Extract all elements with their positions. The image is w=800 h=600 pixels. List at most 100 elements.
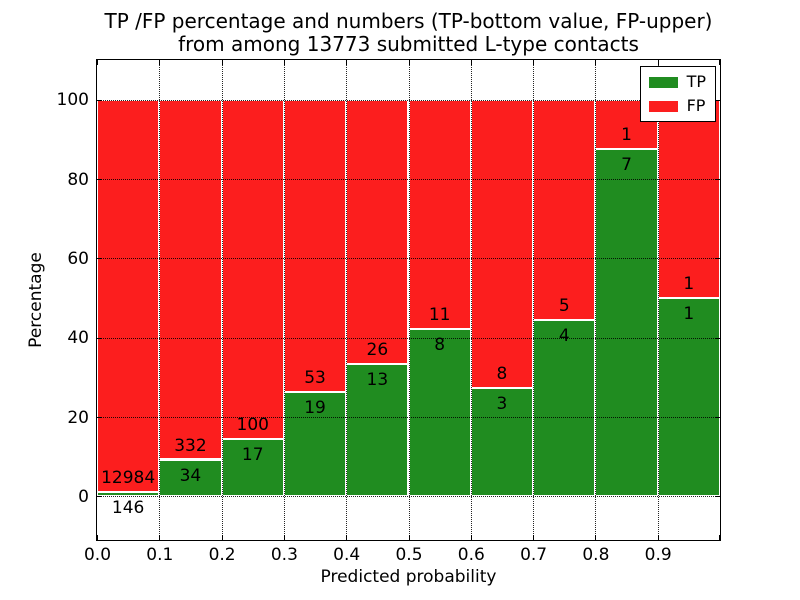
x-tick-mark	[533, 535, 535, 540]
bar-fp-segment	[346, 99, 409, 365]
y-tick-mark	[97, 258, 102, 260]
vertical-gridline	[470, 60, 472, 540]
horizontal-gridline	[97, 99, 720, 101]
y-tick-label: 0	[78, 486, 89, 507]
bar-fp-segment	[533, 99, 596, 321]
x-tick-label: 0.1	[146, 545, 174, 565]
fp-count-label: 332	[174, 435, 207, 456]
y-tick-label: 80	[67, 169, 89, 190]
horizontal-gridline	[97, 179, 720, 180]
bar-tp-segment	[533, 320, 596, 497]
vertical-gridline	[283, 60, 285, 540]
y-tick-mark	[97, 496, 102, 498]
x-tick-mark	[470, 60, 472, 65]
y-tick-mark	[715, 179, 720, 180]
y-tick-label: 100	[56, 90, 89, 111]
x-tick-mark	[221, 535, 223, 540]
tp-swatch-icon	[648, 76, 678, 88]
y-tick-mark	[715, 337, 720, 339]
bar-fp-segment	[657, 99, 720, 298]
horizontal-gridline	[97, 258, 720, 260]
bar-fp-segment	[283, 99, 347, 392]
x-tick-label: 0.5	[395, 545, 423, 565]
chart-title: TP /FP percentage and numbers (TP-bottom…	[97, 10, 720, 56]
x-tick-label: 0.6	[457, 545, 485, 565]
x-tick-label: 0.3	[270, 545, 298, 565]
x-tick-label: 0.8	[582, 545, 610, 565]
y-tick-label: 20	[67, 407, 89, 428]
y-tick-mark	[97, 417, 102, 419]
vertical-gridline	[533, 60, 535, 540]
x-tick-label: 0.7	[520, 545, 548, 565]
x-tick-mark	[159, 535, 161, 540]
x-tick-mark	[408, 535, 410, 540]
fp-swatch-icon	[648, 100, 678, 112]
fp-count-label: 53	[304, 367, 326, 388]
fp-count-label: 26	[366, 340, 389, 361]
horizontal-gridline	[97, 496, 720, 498]
legend-label-tp: TP	[686, 72, 706, 91]
y-tick-mark	[715, 496, 720, 498]
bar-fp-segment	[470, 99, 534, 389]
vertical-gridline	[346, 60, 348, 540]
tp-count-label: 34	[179, 465, 202, 486]
y-tick-mark	[715, 258, 720, 260]
vertical-gridline	[595, 60, 597, 540]
fp-count-label: 1	[621, 125, 632, 146]
plot-area: TP FP 12984 146 332 34 100 17 53 19 26 13 11 8 8 3 5 4 1…	[96, 59, 721, 541]
chart-title-line1: TP /FP percentage and numbers (TP-bottom…	[104, 9, 713, 33]
bar-tp-segment	[595, 149, 658, 497]
x-tick-mark	[283, 535, 285, 540]
bar-tp-segment	[159, 459, 222, 497]
x-tick-label: 0.2	[208, 545, 236, 565]
y-tick-mark	[715, 99, 720, 101]
bar-tp-segment	[657, 298, 720, 497]
legend: TP FP	[639, 66, 716, 122]
y-tick-label: 40	[67, 328, 89, 349]
bar-tp-segment	[97, 491, 160, 497]
x-tick-mark	[657, 535, 659, 540]
fp-count-label: 100	[236, 414, 269, 435]
x-tick-mark	[719, 535, 720, 540]
vertical-gridline	[657, 60, 659, 540]
tp-count-label: 146	[111, 497, 145, 518]
legend-item-tp: TP	[648, 72, 706, 91]
bar-fp-segment	[221, 99, 284, 439]
y-tick-mark	[97, 337, 102, 339]
x-tick-mark	[533, 60, 535, 65]
x-tick-mark	[595, 60, 597, 65]
vertical-gridline	[221, 60, 223, 540]
x-tick-mark	[346, 535, 348, 540]
x-tick-mark	[159, 60, 161, 65]
bar-tp-segment	[346, 364, 409, 497]
tp-count-label: 17	[241, 444, 264, 465]
y-tick-mark	[715, 417, 720, 419]
bar-tp-segment	[470, 388, 534, 497]
bar-tp-segment	[283, 391, 347, 497]
legend-item-fp: FP	[648, 98, 706, 114]
x-tick-mark	[595, 535, 597, 540]
x-tick-mark	[408, 60, 410, 65]
y-tick-mark	[97, 99, 102, 101]
horizontal-gridline	[97, 337, 720, 339]
bar-fp-segment	[97, 99, 160, 492]
bar-fp-segment	[159, 99, 222, 460]
fp-count-label: 1	[683, 274, 695, 295]
y-tick-mark	[97, 179, 102, 180]
x-axis-label: Predicted probability	[320, 567, 497, 587]
x-tick-mark	[470, 535, 472, 540]
x-tick-mark	[346, 60, 348, 65]
tp-count-label: 19	[304, 397, 326, 418]
tp-count-label: 8	[434, 335, 446, 356]
fp-count-label: 11	[428, 305, 451, 326]
fp-count-label: 12984	[101, 467, 156, 488]
x-tick-mark	[283, 60, 285, 65]
horizontal-gridline	[97, 417, 720, 419]
tp-count-label: 13	[366, 370, 389, 391]
fp-count-label: 8	[496, 364, 508, 385]
chart-title-line2: from among 13773 submitted L-type contac…	[178, 32, 639, 56]
x-tick-mark	[657, 60, 659, 65]
tp-count-label: 4	[558, 326, 570, 347]
vertical-gridline	[159, 60, 161, 540]
